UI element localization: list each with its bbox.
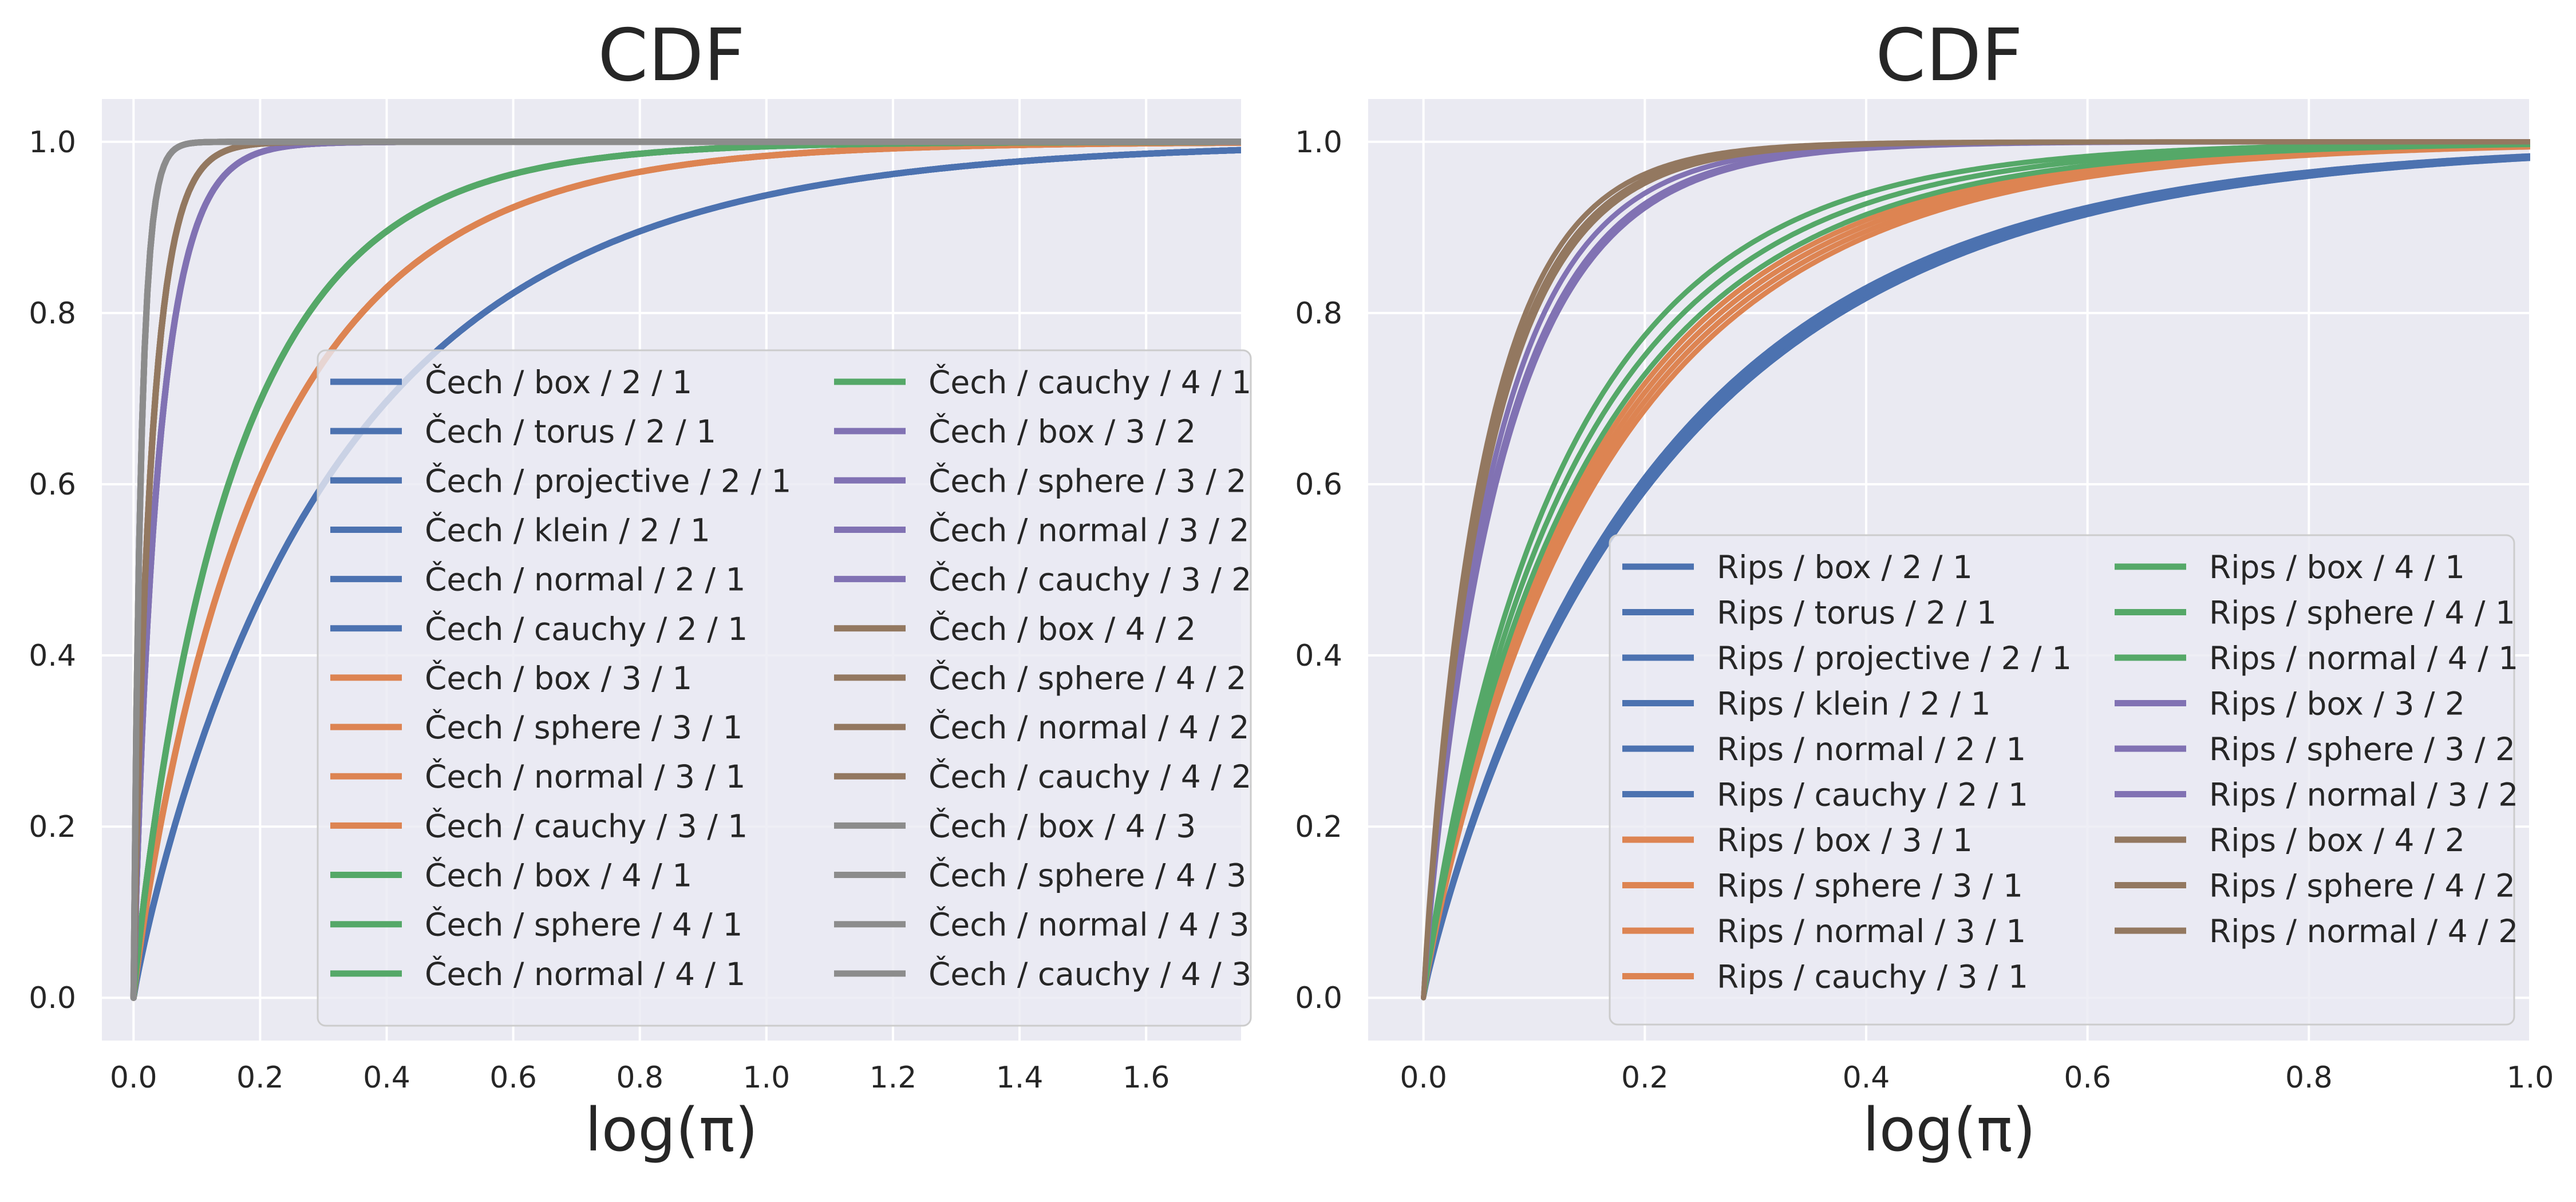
legend-label: Čech / cauchy / 4 / 2 bbox=[929, 758, 1251, 795]
legend-label: Rips / sphere / 3 / 2 bbox=[2209, 731, 2515, 768]
y-tick-label: 0.6 bbox=[29, 468, 76, 502]
legend-label: Čech / normal / 4 / 1 bbox=[425, 955, 746, 993]
series-line bbox=[1421, 154, 2530, 1001]
y-tick-label: 0.4 bbox=[29, 639, 76, 673]
y-tick-label: 1.0 bbox=[29, 125, 76, 160]
legend-label: Rips / torus / 2 / 1 bbox=[1717, 595, 1997, 631]
legend-label: Čech / box / 3 / 2 bbox=[929, 413, 1196, 450]
chart-title: CDF bbox=[598, 13, 745, 97]
x-axis-label: log(π) bbox=[585, 1095, 758, 1165]
x-tick-label: 0.0 bbox=[1400, 1061, 1447, 1095]
y-tick-label: 0.0 bbox=[29, 981, 76, 1015]
legend-label: Čech / normal / 3 / 1 bbox=[425, 758, 746, 795]
series-line bbox=[1421, 144, 2530, 1001]
y-tick-label: 0.8 bbox=[29, 296, 76, 331]
legend-label: Rips / box / 4 / 2 bbox=[2209, 822, 2465, 859]
legend-label: Čech / sphere / 3 / 2 bbox=[929, 462, 1246, 499]
legend-label: Čech / box / 4 / 2 bbox=[929, 610, 1196, 647]
x-tick-label: 0.4 bbox=[1843, 1061, 1890, 1095]
legend-label: Čech / box / 4 / 3 bbox=[929, 807, 1196, 844]
y-tick-label: 0.2 bbox=[29, 810, 76, 844]
legend-label: Rips / sphere / 4 / 1 bbox=[2209, 595, 2515, 631]
x-tick-label: 0.4 bbox=[363, 1061, 410, 1095]
legend-label: Rips / klein / 2 / 1 bbox=[1717, 686, 1991, 722]
legend-frame bbox=[1609, 534, 2515, 1026]
x-tick-label: 0.0 bbox=[110, 1061, 157, 1095]
series-lines bbox=[1421, 139, 2530, 1001]
series-line bbox=[1421, 139, 2530, 1001]
legend-label: Čech / cauchy / 4 / 1 bbox=[929, 363, 1251, 401]
x-tick-label: 1.6 bbox=[1123, 1061, 1170, 1095]
y-tick-label: 0.6 bbox=[1295, 468, 1342, 502]
y-tick-label: 1.0 bbox=[1295, 125, 1342, 160]
legend-label: Rips / normal / 4 / 2 bbox=[2209, 913, 2518, 950]
legend-label: Rips / box / 4 / 1 bbox=[2209, 549, 2465, 586]
legend-label: Čech / cauchy / 4 / 3 bbox=[929, 955, 1251, 993]
x-tick-label: 0.6 bbox=[2064, 1061, 2111, 1095]
chart-1: 0.0 0.2 0.4 0.6 0.8 1.0 1.2 1.4 1.6 0.0 0.2 0.4 0.6 0… bbox=[29, 13, 1252, 1165]
x-tick-label: 0.8 bbox=[616, 1061, 663, 1095]
legend-label: Čech / box / 2 / 1 bbox=[425, 363, 692, 401]
legend-label: Čech / sphere / 4 / 1 bbox=[425, 906, 742, 943]
legend-label: Rips / normal / 3 / 1 bbox=[1717, 913, 2026, 950]
legend-label: Čech / box / 4 / 1 bbox=[425, 857, 692, 894]
legend-label: Rips / projective / 2 / 1 bbox=[1717, 640, 2072, 677]
legend-label: Čech / normal / 3 / 2 bbox=[929, 511, 1250, 548]
legend-label: Čech / normal / 4 / 3 bbox=[929, 906, 1250, 943]
legend-label: Rips / box / 3 / 2 bbox=[2209, 686, 2465, 722]
legend-label: Čech / cauchy / 3 / 1 bbox=[425, 807, 748, 844]
legend-label: Čech / torus / 2 / 1 bbox=[425, 413, 716, 450]
legend-label: Rips / cauchy / 2 / 1 bbox=[1717, 777, 2028, 813]
legend-label: Čech / cauchy / 2 / 1 bbox=[425, 610, 748, 647]
legend-label: Rips / box / 3 / 1 bbox=[1717, 822, 1973, 859]
legend-label: Rips / cauchy / 3 / 1 bbox=[1717, 959, 2028, 995]
x-tick-label: 0.2 bbox=[1621, 1061, 1669, 1095]
legend-label: Čech / normal / 2 / 1 bbox=[425, 561, 746, 598]
legend-label: Čech / box / 3 / 1 bbox=[425, 659, 692, 697]
legend-label: Čech / klein / 2 / 1 bbox=[425, 511, 710, 548]
legend-label: Čech / projective / 2 / 1 bbox=[425, 462, 791, 499]
legend-label: Rips / sphere / 4 / 2 bbox=[2209, 868, 2515, 904]
legend-label: Rips / box / 2 / 1 bbox=[1717, 549, 1973, 586]
series-lines bbox=[130, 139, 1241, 1001]
legend: Čech / box / 2 / 1 Čech / torus / 2 / 1 Če… bbox=[317, 349, 1252, 1027]
legend-label: Čech / sphere / 4 / 2 bbox=[929, 659, 1246, 697]
legend-label: Rips / normal / 3 / 2 bbox=[2209, 777, 2518, 813]
legend-label: Čech / sphere / 3 / 1 bbox=[425, 709, 742, 746]
x-tick-label: 0.2 bbox=[236, 1061, 284, 1095]
chart-title: CDF bbox=[1875, 13, 2022, 97]
y-tick-label: 0.4 bbox=[1295, 639, 1342, 673]
x-tick-label: 1.0 bbox=[742, 1061, 790, 1095]
legend-label: Rips / normal / 4 / 1 bbox=[2209, 640, 2518, 677]
legend-label: Rips / sphere / 3 / 1 bbox=[1717, 868, 2023, 904]
series-line bbox=[1421, 142, 2530, 1001]
x-tick-label: 1.0 bbox=[2507, 1061, 2554, 1095]
legend-label: Čech / normal / 4 / 2 bbox=[929, 709, 1250, 746]
x-tick-label: 0.8 bbox=[2285, 1061, 2333, 1095]
legend-label: Čech / cauchy / 3 / 2 bbox=[929, 561, 1251, 598]
y-tick-label: 0.8 bbox=[1295, 296, 1342, 331]
legend-label: Čech / sphere / 4 / 3 bbox=[929, 857, 1246, 894]
legend: Rips / box / 2 / 1 Rips / torus / 2 / 1 Ri… bbox=[1609, 534, 2518, 1026]
series-line bbox=[130, 139, 1241, 1001]
legend-frame bbox=[317, 349, 1252, 1027]
x-axis-label: log(π) bbox=[1863, 1095, 2036, 1165]
x-tick-label: 1.4 bbox=[996, 1061, 1044, 1095]
y-tick-label: 0.2 bbox=[1295, 810, 1342, 844]
x-tick-label: 1.2 bbox=[870, 1061, 917, 1095]
legend-label: Rips / normal / 2 / 1 bbox=[1717, 731, 2026, 768]
y-tick-label: 0.0 bbox=[1295, 981, 1342, 1015]
chart-2: 0.0 0.2 0.4 0.6 0.8 1.0 0.0 0.2 0.4 0.6 0.8 1.0 CDF l… bbox=[1295, 13, 2554, 1165]
x-tick-label: 0.6 bbox=[489, 1061, 537, 1095]
